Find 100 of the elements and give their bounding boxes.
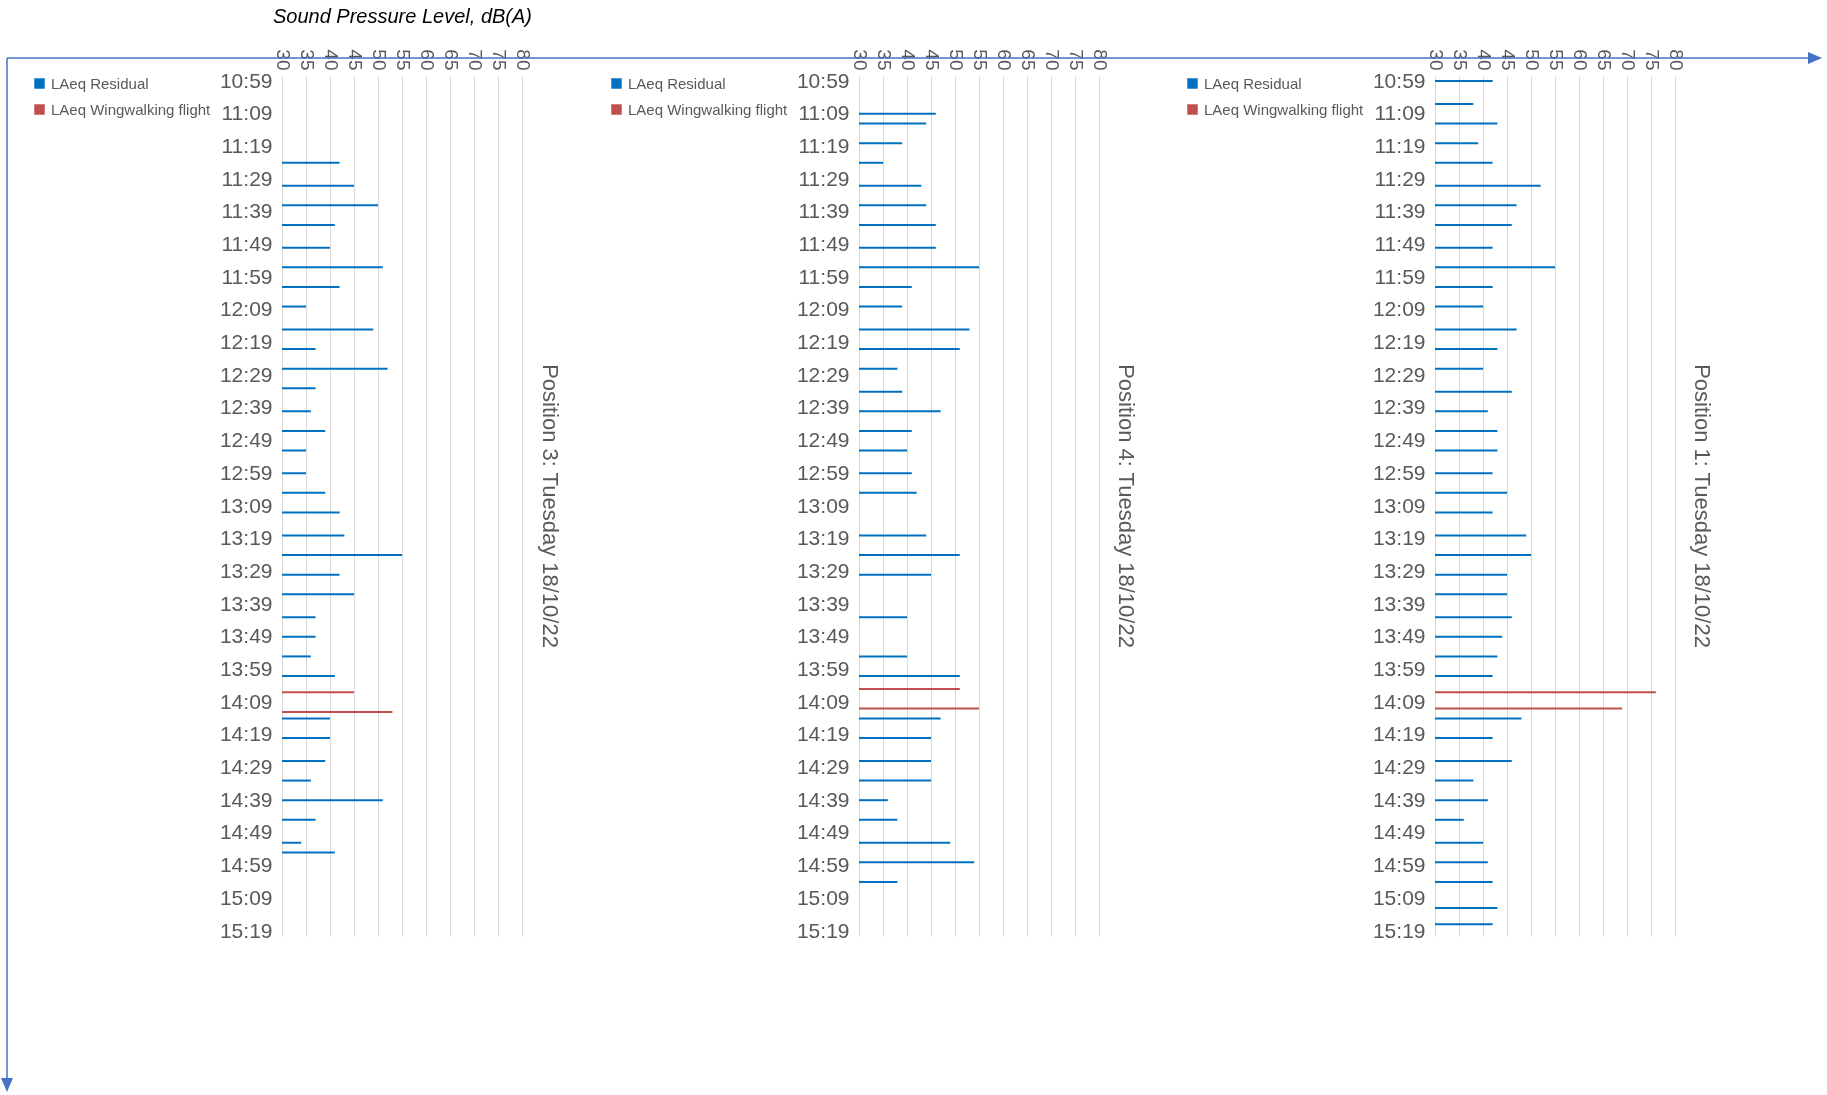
y-tick-label: 12:39 xyxy=(219,395,273,419)
y-tick-label: 11:59 xyxy=(798,264,850,288)
y-tick-label: 11:49 xyxy=(1374,232,1426,256)
y-tick-label: 10:59 xyxy=(796,68,850,92)
y-tick-label: 12:39 xyxy=(1372,395,1426,419)
x-tick-label: 55 xyxy=(392,49,414,71)
x-tick-label: 50 xyxy=(368,49,390,71)
x-tick-label: 75 xyxy=(1641,49,1663,71)
x-tick-label: 50 xyxy=(945,49,967,71)
y-tick-label: 13:09 xyxy=(796,493,850,517)
y-tick-label: 14:39 xyxy=(1372,787,1426,811)
y-tick-label: 12:19 xyxy=(796,330,850,354)
y-tick-label: 13:59 xyxy=(219,656,273,680)
x-tick-label: 60 xyxy=(993,49,1015,71)
y-tick-label: 12:59 xyxy=(1372,460,1426,484)
x-tick-label: 70 xyxy=(1617,49,1639,71)
legend-label: LAeq Wingwalking flight xyxy=(1204,100,1365,118)
x-tick-label: 40 xyxy=(1473,49,1495,71)
y-tick-label: 12:09 xyxy=(796,297,850,321)
y-tick-label: 13:49 xyxy=(796,624,850,648)
legend-label: LAeq Wingwalking flight xyxy=(51,100,212,118)
y-tick-label: 14:59 xyxy=(1372,852,1426,876)
y-tick-label: 12:29 xyxy=(796,362,850,386)
x-tick-label: 80 xyxy=(1089,49,1111,71)
y-tick-label: 14:19 xyxy=(219,722,273,746)
x-tick-label: 35 xyxy=(296,49,318,71)
y-tick-label: 14:59 xyxy=(219,852,273,876)
x-tick-label: 60 xyxy=(1569,49,1591,71)
text: Position 1: Tuesday 18/10/22 xyxy=(1690,364,1715,648)
legend-label: LAeq Wingwalking flight xyxy=(628,100,789,118)
y-tick-label: 14:49 xyxy=(219,820,273,844)
y-tick-label: 12:49 xyxy=(1372,428,1426,452)
y-tick-label: 10:59 xyxy=(219,68,273,92)
text: Position 4: Tuesday 18/10/22 xyxy=(1114,364,1139,648)
y-tick-label: 13:19 xyxy=(219,526,273,550)
y-tick-label: 13:19 xyxy=(1372,526,1426,550)
y-tick-label: 11:19 xyxy=(798,134,850,158)
y-tick-label: 14:39 xyxy=(796,787,850,811)
y-tick-label: 13:29 xyxy=(219,558,273,582)
x-tick-label: 30 xyxy=(849,49,871,71)
y-tick-label: 14:49 xyxy=(1372,820,1426,844)
y-tick-label: 14:09 xyxy=(219,689,273,713)
x-tick-label: 70 xyxy=(1041,49,1063,71)
y-tick-label: 13:09 xyxy=(219,493,273,517)
y-tick-label: 11:09 xyxy=(1374,101,1426,125)
y-tick-label: 13:59 xyxy=(796,656,850,680)
x-tick-label: 65 xyxy=(1017,49,1039,71)
y-tick-label: 11:29 xyxy=(221,166,273,190)
y-tick-label: 15:09 xyxy=(1372,885,1426,909)
y-tick-label: 14:19 xyxy=(796,722,850,746)
y-tick-label: 11:09 xyxy=(221,101,273,125)
x-tick-label: 40 xyxy=(320,49,342,71)
y-tick-label: 11:59 xyxy=(221,264,273,288)
x-tick-label: 60 xyxy=(416,49,438,71)
y-tick-label: 14:59 xyxy=(796,852,850,876)
y-tick-label: 13:39 xyxy=(796,591,850,615)
y-tick-label: 13:29 xyxy=(1372,558,1426,582)
y-tick-label: 11:29 xyxy=(1374,166,1426,190)
y-tick-label: 13:19 xyxy=(796,526,850,550)
x-tick-label: 45 xyxy=(921,49,943,71)
y-tick-label: 15:19 xyxy=(1372,918,1426,942)
x-tick-label: 50 xyxy=(1521,49,1543,71)
y-tick-label: 11:39 xyxy=(1374,199,1426,223)
y-tick-label: 12:09 xyxy=(219,297,273,321)
y-tick-label: 13:39 xyxy=(219,591,273,615)
y-tick-label: 14:29 xyxy=(796,754,850,778)
x-tick-label: 65 xyxy=(1593,49,1615,71)
y-tick-label: 11:49 xyxy=(798,232,850,256)
y-tick-label: 12:09 xyxy=(1372,297,1426,321)
y-tick-label: 12:49 xyxy=(219,428,273,452)
x-tick-label: 55 xyxy=(1545,49,1567,71)
y-tick-label: 11:39 xyxy=(798,199,850,223)
text: Position 3: Tuesday 18/10/22 xyxy=(537,364,563,648)
x-tick-label: 40 xyxy=(897,49,919,71)
y-tick-label: 15:09 xyxy=(219,885,273,909)
y-tick-label: 14:09 xyxy=(1372,689,1426,713)
y-tick-label: 12:59 xyxy=(796,460,850,484)
y-tick-label: 12:49 xyxy=(796,428,850,452)
legend-label: LAeq Residual xyxy=(628,74,726,92)
y-tick-label: 14:29 xyxy=(1372,754,1426,778)
y-tick-label: 14:19 xyxy=(1372,722,1426,746)
y-tick-label: 12:59 xyxy=(219,460,273,484)
y-tick-label: 14:39 xyxy=(219,787,273,811)
y-tick-label: 13:39 xyxy=(1372,591,1426,615)
y-tick-label: 14:49 xyxy=(796,820,850,844)
x-tick-label: 80 xyxy=(1665,49,1687,71)
y-tick-label: 11:49 xyxy=(221,232,273,256)
x-tick-label: 30 xyxy=(1425,49,1447,71)
y-tick-label: 12:29 xyxy=(219,362,273,386)
y-tick-label: 13:09 xyxy=(1372,493,1426,517)
y-tick-label: 12:19 xyxy=(1372,330,1426,354)
y-tick-label: 13:59 xyxy=(1372,656,1426,680)
y-tick-label: 12:19 xyxy=(219,330,273,354)
x-tick-label: 35 xyxy=(873,49,895,71)
legend-label: LAeq Residual xyxy=(51,74,149,92)
y-tick-label: 12:39 xyxy=(796,395,850,419)
y-tick-label: 11:39 xyxy=(221,199,273,223)
legend-label: LAeq Residual xyxy=(1204,74,1302,92)
x-tick-label: 45 xyxy=(1497,49,1519,71)
x-tick-label: 70 xyxy=(464,49,486,71)
